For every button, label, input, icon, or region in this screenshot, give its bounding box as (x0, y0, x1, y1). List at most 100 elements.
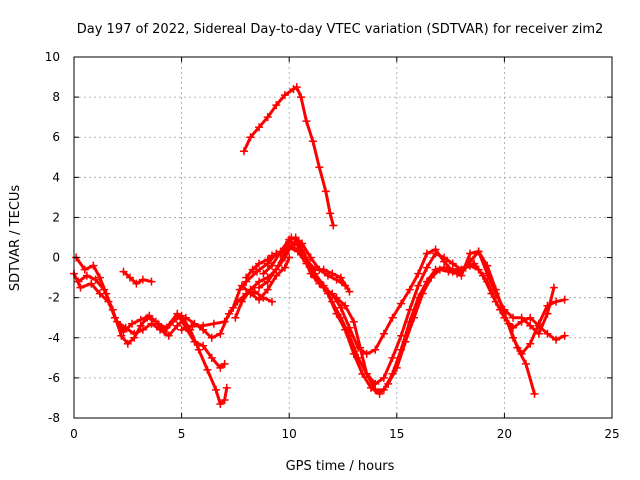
data-point (248, 265, 257, 274)
series-sat-d (177, 249, 281, 334)
data-point (209, 319, 218, 328)
series-sat-n (240, 83, 338, 230)
data-point (315, 163, 324, 172)
data-point (405, 305, 414, 314)
data-point (435, 265, 444, 274)
data-point (297, 93, 306, 102)
data-point (321, 187, 330, 196)
data-point (267, 297, 276, 306)
data-point (220, 359, 229, 368)
data-point (246, 289, 255, 298)
data-point (173, 321, 182, 330)
data-point (216, 329, 225, 338)
data-point (263, 277, 272, 286)
data-point (263, 113, 272, 122)
data-point (263, 285, 272, 294)
data-point (220, 317, 229, 326)
data-point (440, 257, 449, 266)
data-point (526, 321, 535, 330)
y-tick-label: 6 (52, 130, 60, 144)
data-point (319, 283, 328, 292)
data-point (136, 315, 145, 324)
data-point (87, 279, 96, 288)
data-point (427, 273, 436, 282)
data-point (332, 275, 341, 284)
data-point (315, 265, 324, 274)
series-layer (70, 83, 569, 408)
data-point (162, 323, 171, 332)
x-tick-label: 0 (70, 427, 78, 441)
data-point (222, 383, 231, 392)
data-point (237, 297, 246, 306)
data-point (292, 83, 301, 92)
data-point (255, 295, 264, 304)
y-tick-label: 0 (52, 251, 60, 265)
data-point (534, 329, 543, 338)
data-point (345, 287, 354, 296)
data-point (302, 117, 311, 126)
data-point (448, 259, 457, 268)
data-point (272, 271, 281, 280)
x-tick-label: 5 (178, 427, 186, 441)
data-point (110, 313, 119, 322)
data-point (119, 327, 128, 336)
data-point (255, 283, 264, 292)
data-point (95, 273, 104, 282)
data-point (89, 261, 98, 270)
x-tick-label: 15 (389, 427, 404, 441)
data-point (431, 245, 440, 254)
data-point (216, 399, 225, 408)
data-point (366, 383, 375, 392)
data-point (308, 137, 317, 146)
data-point (311, 273, 320, 282)
chart-title: Day 197 of 2022, Sidereal Day-to-day VTE… (77, 22, 604, 37)
series-sat-c (72, 253, 229, 372)
data-point (552, 335, 561, 344)
data-point (388, 353, 397, 362)
data-point (543, 309, 552, 318)
data-point (207, 353, 216, 362)
data-point (231, 313, 240, 322)
data-point (255, 259, 264, 268)
y-tick-label: 8 (52, 90, 60, 104)
y-tick-label: -2 (48, 291, 60, 305)
data-point (220, 395, 229, 404)
data-point (145, 311, 154, 320)
data-point (375, 389, 384, 398)
data-point (371, 379, 380, 388)
data-point (123, 339, 132, 348)
data-point (414, 281, 423, 290)
data-point (82, 271, 91, 280)
data-point (291, 233, 300, 242)
data-point (298, 239, 307, 248)
data-point (280, 263, 289, 272)
data-point (285, 253, 294, 262)
data-point (530, 389, 539, 398)
data-point (194, 345, 203, 354)
data-point (326, 209, 335, 218)
data-point (74, 277, 83, 286)
data-point (341, 301, 350, 310)
data-point (102, 289, 111, 298)
data-point (397, 331, 406, 340)
data-point (410, 313, 419, 322)
data-point (267, 261, 276, 270)
data-point (371, 345, 380, 354)
data-point (354, 353, 363, 362)
data-point (328, 289, 337, 298)
data-point (272, 101, 281, 110)
data-point (549, 283, 558, 292)
data-point (478, 271, 487, 280)
y-tick-label: 4 (52, 170, 60, 184)
data-point (160, 327, 169, 336)
data-point (329, 221, 338, 230)
data-point (414, 269, 423, 278)
series-line (242, 85, 335, 227)
data-point (76, 283, 85, 292)
data-point (457, 271, 466, 280)
data-point (255, 123, 264, 132)
data-point (306, 253, 315, 262)
series-sat-j (237, 253, 294, 304)
y-tick-label: -4 (48, 331, 60, 345)
data-point (491, 289, 500, 298)
